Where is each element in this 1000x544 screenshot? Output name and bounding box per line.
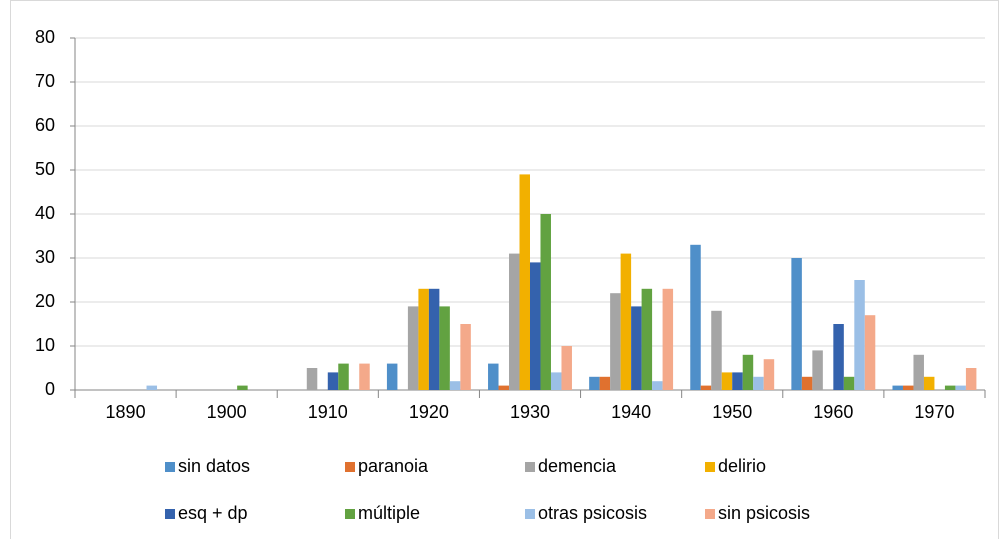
bar <box>892 385 903 390</box>
bar <box>237 385 248 390</box>
bar <box>488 363 499 390</box>
bar <box>641 288 653 390</box>
bar <box>812 350 823 390</box>
bar <box>359 363 370 390</box>
bar <box>662 288 674 390</box>
bar <box>540 214 551 390</box>
x-tick-label: 1960 <box>813 402 853 422</box>
bar <box>610 293 621 390</box>
bar <box>386 363 398 390</box>
legend-label: sin datos <box>178 456 250 476</box>
y-tick-label: 30 <box>35 247 55 267</box>
bar <box>418 288 429 390</box>
bar <box>854 280 865 390</box>
bar <box>923 376 935 390</box>
x-tick-label: 1920 <box>409 402 449 422</box>
legend-label: sin psicosis <box>718 503 810 523</box>
bar <box>428 288 440 390</box>
x-tick-label: 1940 <box>611 402 651 422</box>
bar <box>439 306 450 390</box>
bar <box>407 306 419 390</box>
y-tick-label: 60 <box>35 115 55 135</box>
bar <box>833 324 844 390</box>
y-tick-label: 0 <box>45 379 55 399</box>
bar <box>550 372 562 390</box>
y-tick-label: 10 <box>35 335 55 355</box>
legend-swatch <box>525 509 535 519</box>
bar <box>498 385 510 390</box>
bar <box>599 376 611 390</box>
x-tick-label: 1900 <box>207 402 247 422</box>
bar <box>652 381 663 390</box>
bar <box>146 385 158 390</box>
x-tick-label: 1950 <box>712 402 752 422</box>
legend-swatch <box>165 462 175 472</box>
x-tick-label: 1910 <box>308 402 348 422</box>
x-tick-label: 1890 <box>106 402 146 422</box>
legend-swatch <box>525 462 535 472</box>
bar <box>306 368 318 390</box>
y-tick-label: 80 <box>35 27 55 47</box>
bar <box>620 253 632 390</box>
bar <box>721 372 733 390</box>
bar <box>690 244 701 390</box>
bar <box>561 346 572 390</box>
x-tick-label: 1930 <box>510 402 550 422</box>
bar <box>732 372 743 390</box>
bar <box>711 310 722 390</box>
bar <box>944 385 956 390</box>
bar <box>530 262 541 390</box>
bar <box>589 376 600 390</box>
legend-swatch <box>345 509 355 519</box>
bar <box>338 363 349 390</box>
bar <box>763 359 775 390</box>
chart-frame <box>10 0 999 544</box>
bar <box>913 354 924 390</box>
x-tick-label: 1970 <box>914 402 954 422</box>
legend-label: paranoia <box>358 456 429 476</box>
bar <box>801 376 813 390</box>
y-tick-label: 70 <box>35 71 55 91</box>
legend-swatch <box>345 462 355 472</box>
bar <box>902 385 914 390</box>
bar <box>753 376 764 390</box>
bar <box>791 258 802 390</box>
bar <box>843 376 855 390</box>
bar <box>519 174 530 390</box>
legend-label: delirio <box>718 456 766 476</box>
bar <box>965 368 977 390</box>
bar <box>700 385 712 390</box>
bar <box>449 381 461 390</box>
y-tick-label: 20 <box>35 291 55 311</box>
legend-swatch <box>705 509 715 519</box>
legend-swatch <box>705 462 715 472</box>
y-tick-label: 40 <box>35 203 55 223</box>
legend-label: múltiple <box>358 503 420 523</box>
y-tick-label: 50 <box>35 159 55 179</box>
bar <box>864 315 876 390</box>
bar <box>742 354 754 390</box>
legend-label: demencia <box>538 456 617 476</box>
bar <box>460 324 471 390</box>
bar <box>509 253 520 390</box>
bar <box>327 372 339 390</box>
legend-swatch <box>165 509 175 519</box>
legend-label: otras psicosis <box>538 503 647 523</box>
legend-label: esq + dp <box>178 503 248 523</box>
bar <box>631 306 642 390</box>
bar <box>955 385 966 390</box>
